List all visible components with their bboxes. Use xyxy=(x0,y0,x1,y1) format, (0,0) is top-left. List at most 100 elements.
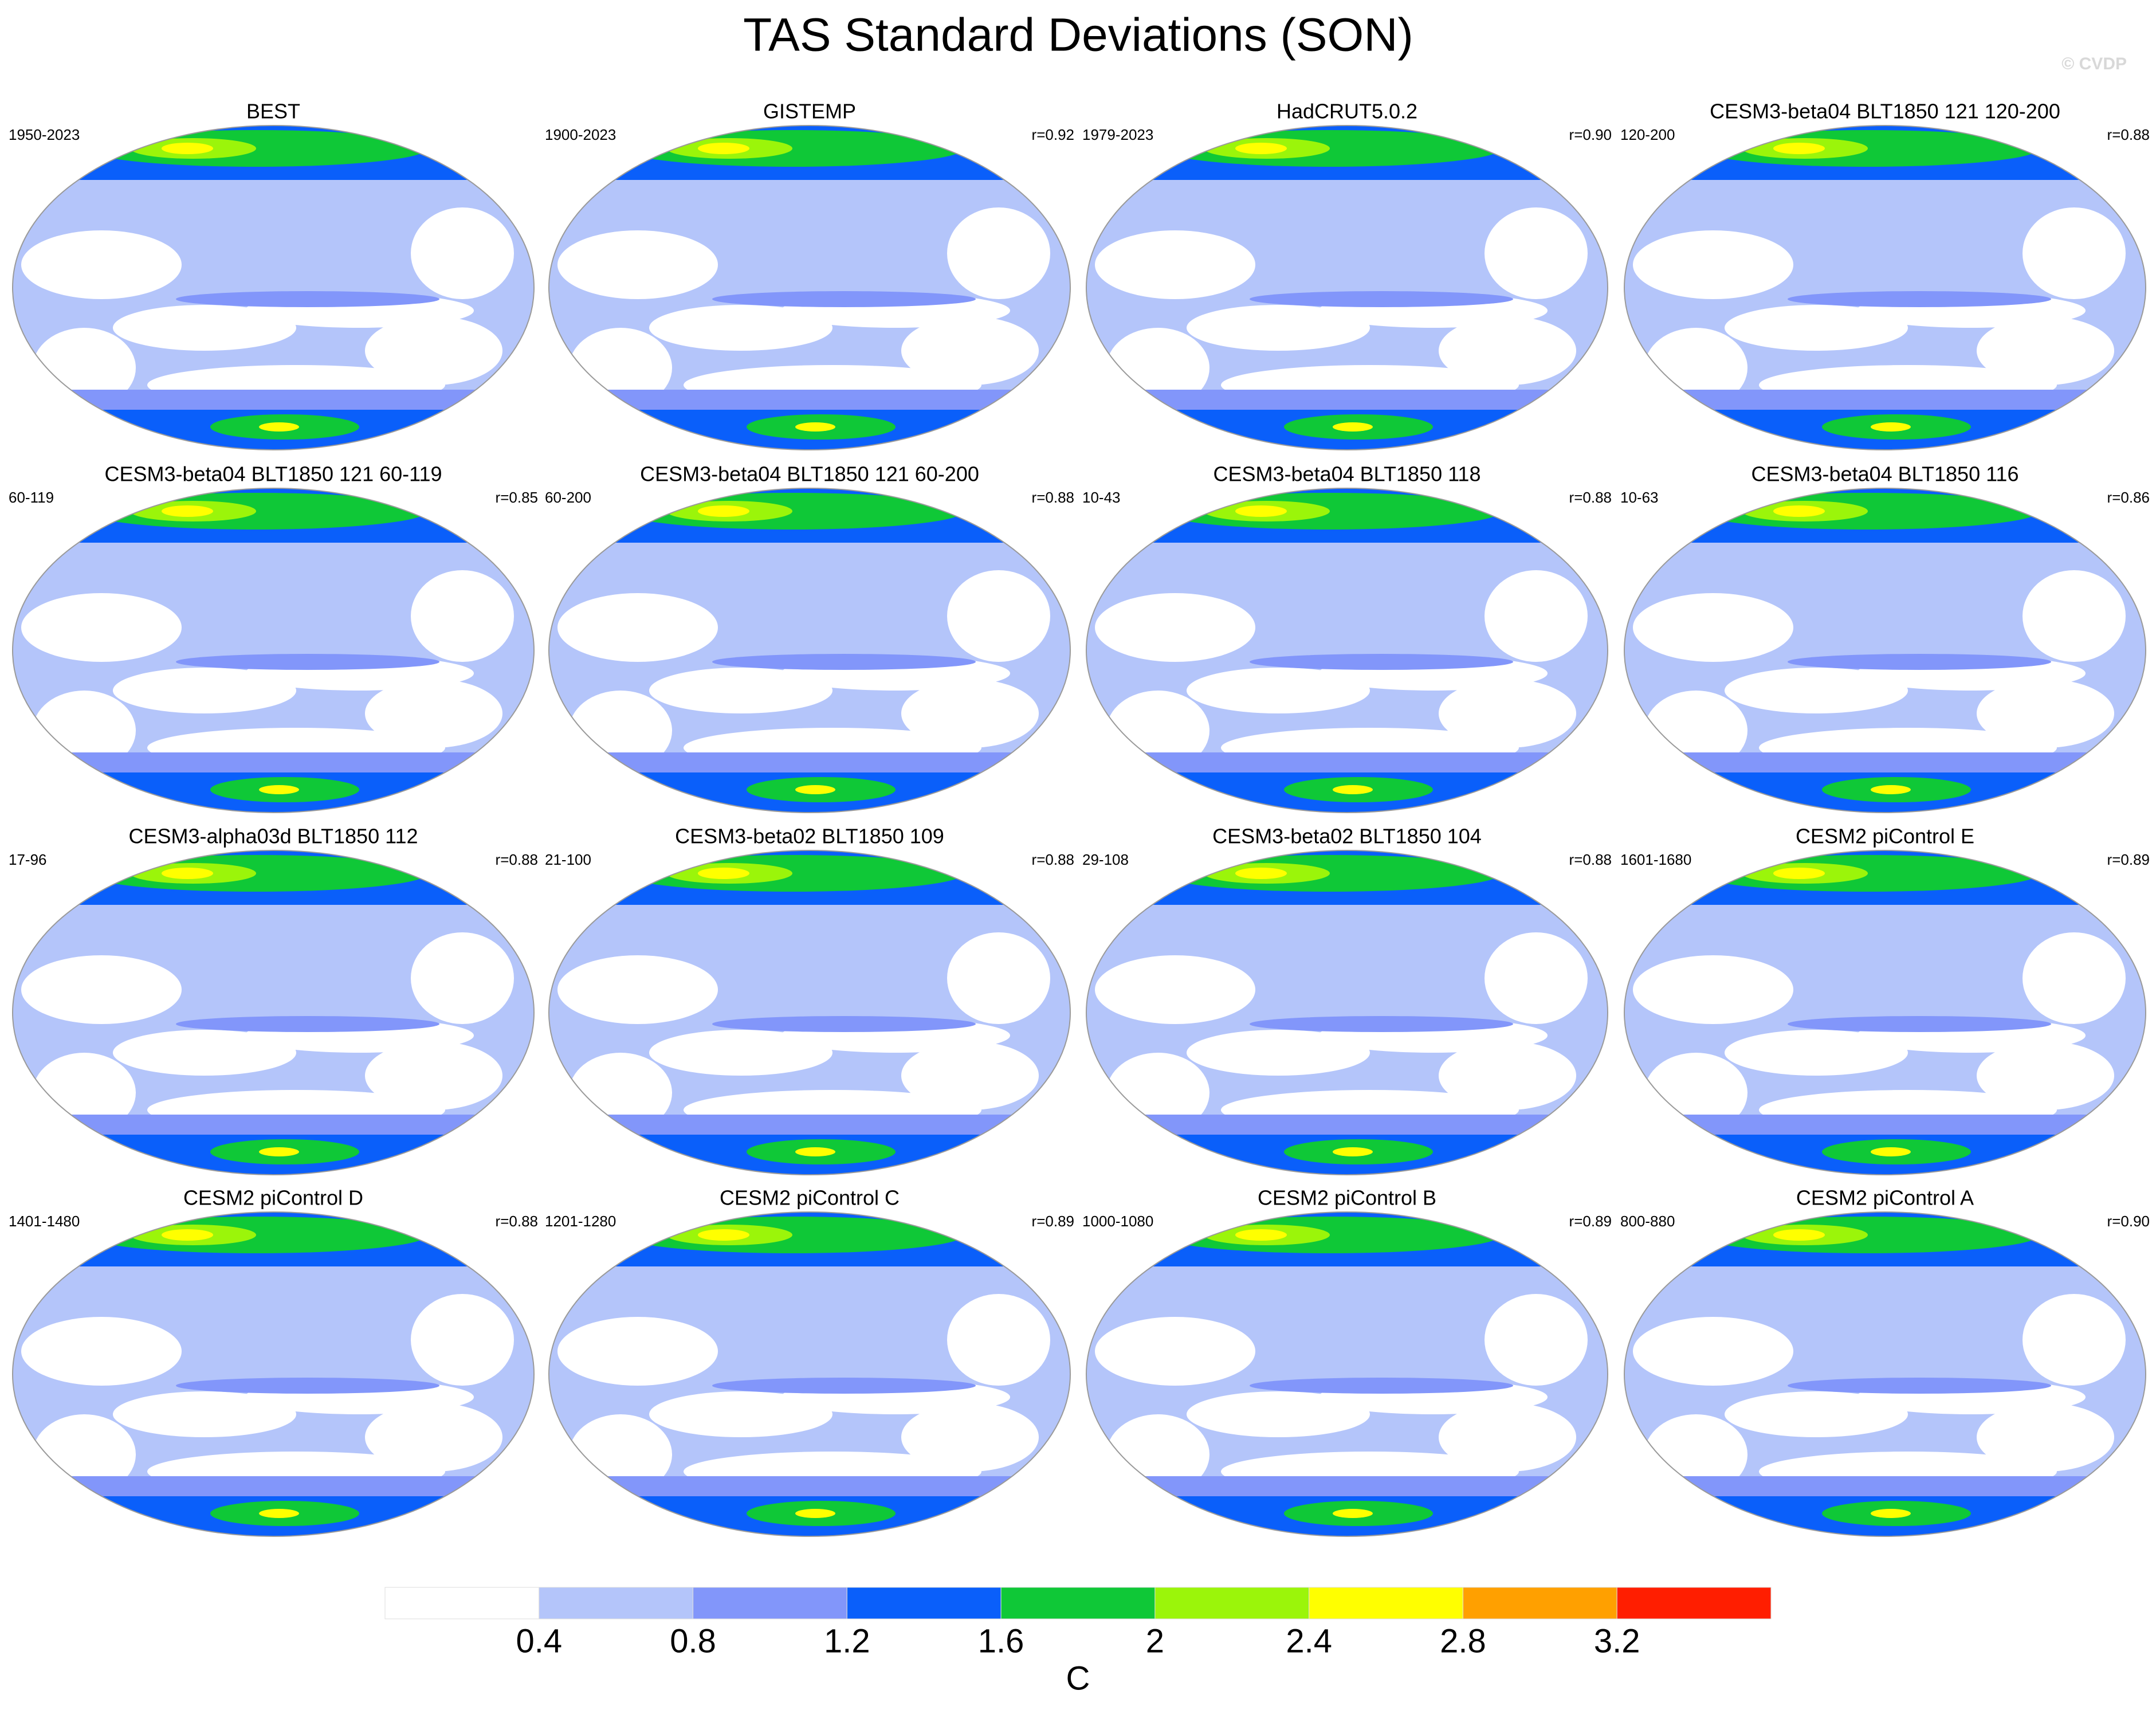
watermark: © CVDP xyxy=(2061,54,2127,73)
map-region xyxy=(1725,305,1908,351)
panel-period: 1000-1080 xyxy=(1082,1213,1153,1230)
map xyxy=(1086,850,1608,1175)
map-region xyxy=(1439,1403,1576,1472)
panel-period: 60-200 xyxy=(545,489,591,506)
panel-period: 1401-1480 xyxy=(9,1213,80,1230)
map-outline xyxy=(548,1211,1071,1537)
map-region xyxy=(1871,785,1911,794)
map-outline xyxy=(1086,488,1608,813)
panel-period: 1979-2023 xyxy=(1082,126,1153,143)
map-region xyxy=(21,955,182,1024)
panel-title: CESM3-beta04 BLT1850 116 xyxy=(1751,462,2019,486)
map-region xyxy=(411,207,514,299)
colorbar-tick-label: 0.8 xyxy=(670,1622,716,1660)
map-region xyxy=(1773,1229,1825,1241)
panel-correlation: r=0.86 xyxy=(2107,489,2150,506)
map-region xyxy=(947,1294,1050,1386)
map-region xyxy=(557,230,718,299)
map xyxy=(13,1212,534,1536)
colorbar-tick-label: 3.2 xyxy=(1594,1622,1640,1660)
panel-correlation: r=0.88 xyxy=(1569,489,1612,506)
panel-title: CESM3-beta04 BLT1850 121 120-200 xyxy=(1710,100,2060,123)
map-region xyxy=(1725,1030,1908,1076)
map-region xyxy=(649,668,832,713)
map-region xyxy=(1235,1229,1287,1241)
map xyxy=(13,850,534,1175)
map-region xyxy=(113,305,296,351)
panel-correlation: r=0.89 xyxy=(1569,1213,1612,1230)
panel-correlation: r=0.88 xyxy=(496,851,538,868)
colorbar-tick-label: 1.2 xyxy=(824,1622,870,1660)
map-region xyxy=(1773,143,1825,154)
panel-title: CESM3-beta02 BLT1850 109 xyxy=(675,825,944,848)
colorbar-box xyxy=(693,1587,847,1619)
panel-title: CESM3-alpha03d BLT1850 112 xyxy=(128,825,418,848)
map-region xyxy=(1439,316,1576,385)
panel-title: CESM3-beta04 BLT1850 121 60-119 xyxy=(104,462,442,486)
map-region xyxy=(1725,668,1908,713)
map-region xyxy=(1187,305,1370,351)
colorbar-tick-label: 0.4 xyxy=(516,1622,562,1660)
map-region xyxy=(947,932,1050,1024)
map-region xyxy=(1773,868,1825,879)
map-region xyxy=(1333,1509,1373,1518)
map xyxy=(13,488,534,813)
panel-title: GISTEMP xyxy=(763,100,856,123)
map-region xyxy=(1095,230,1255,299)
map-region xyxy=(259,1509,299,1518)
map-region xyxy=(1235,505,1287,517)
colorbar-box xyxy=(1000,1587,1156,1619)
colorbar-box xyxy=(1154,1587,1310,1619)
map-outline xyxy=(548,488,1071,813)
panel-period: 1900-2023 xyxy=(545,126,616,143)
panel-title: CESM2 piControl D xyxy=(183,1186,363,1210)
map-region xyxy=(1977,1403,2114,1472)
map-region xyxy=(557,955,718,1024)
panel-period: 120-200 xyxy=(1620,126,1675,143)
map-region xyxy=(1333,785,1373,794)
map xyxy=(1086,488,1608,813)
panel-correlation: r=0.90 xyxy=(1569,126,1612,143)
map-region xyxy=(901,679,1039,748)
panel-period: 10-63 xyxy=(1620,489,1659,506)
map-region xyxy=(2023,932,2126,1024)
map-region xyxy=(162,505,213,517)
panel-title: CESM3-beta02 BLT1850 104 xyxy=(1212,825,1482,848)
colorbar-box xyxy=(1309,1587,1463,1619)
map-region xyxy=(1333,422,1373,432)
map-outline xyxy=(12,125,535,450)
map-region xyxy=(1485,207,1588,299)
panel-title: CESM2 piControl A xyxy=(1796,1186,1974,1210)
map-outline xyxy=(1086,1211,1608,1537)
map xyxy=(549,488,1070,813)
map-region xyxy=(1439,1041,1576,1110)
map-region xyxy=(162,868,213,879)
map-region xyxy=(259,1147,299,1156)
panel-title: CESM2 piControl C xyxy=(720,1186,900,1210)
panel-period: 21-100 xyxy=(545,851,591,868)
map-outline xyxy=(1086,125,1608,450)
panel-period: 1601-1680 xyxy=(1620,851,1691,868)
map-region xyxy=(901,1041,1039,1110)
map-region xyxy=(1485,932,1588,1024)
panel-correlation: r=0.88 xyxy=(1032,489,1074,506)
map-region xyxy=(259,785,299,794)
map-region xyxy=(1788,1378,2051,1394)
colorbar-box xyxy=(846,1587,1002,1619)
map-region xyxy=(365,1041,502,1110)
panel-period: 1950-2023 xyxy=(9,126,80,143)
map xyxy=(549,125,1070,450)
panel-title: CESM3-beta04 BLT1850 118 xyxy=(1214,462,1481,486)
map-region xyxy=(1977,316,2114,385)
map-region xyxy=(1773,505,1825,517)
map-region xyxy=(1333,1147,1373,1156)
map-region xyxy=(557,593,718,662)
map-region xyxy=(1633,230,1793,299)
map-region xyxy=(2023,207,2126,299)
map-region xyxy=(113,1391,296,1437)
colorbar-label: C xyxy=(1066,1660,1090,1697)
map-region xyxy=(795,1147,835,1156)
map-region xyxy=(411,1294,514,1386)
panel-period: 10-43 xyxy=(1082,489,1121,506)
map-region xyxy=(795,422,835,432)
